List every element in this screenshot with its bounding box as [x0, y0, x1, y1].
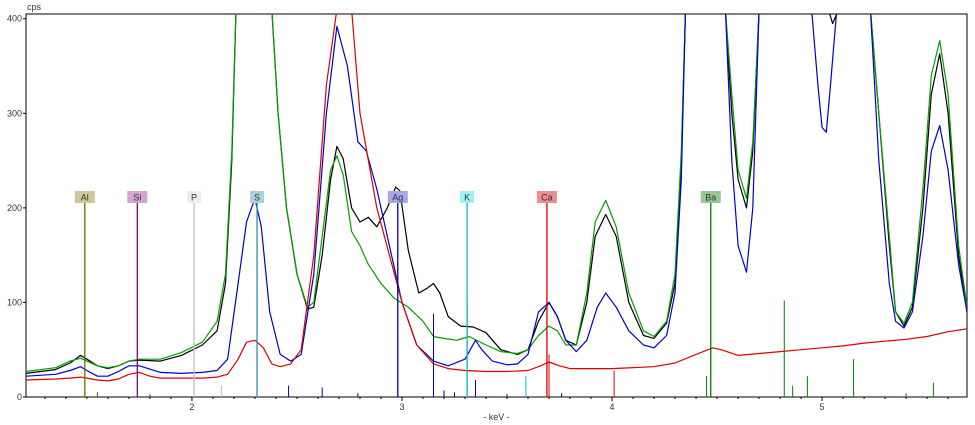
element-marker-p[interactable]: P	[187, 191, 202, 397]
element-marker-label: S	[254, 193, 260, 203]
series-layer	[26, 14, 967, 382]
element-marker-label: Si	[133, 193, 141, 203]
element-marker-label: Ca	[541, 193, 553, 203]
element-marker-label: P	[191, 193, 197, 203]
element-marker-ba[interactable]: Ba	[700, 191, 721, 397]
element-marker-box	[387, 191, 408, 203]
x-tick-label: 4	[610, 402, 615, 412]
peak-lines	[96, 300, 934, 397]
x-tick-label: 2	[189, 402, 194, 412]
element-marker-ag[interactable]: Ag	[387, 191, 408, 397]
element-marker-box	[127, 191, 148, 203]
element-marker-label: Ag	[392, 193, 403, 203]
x-axis-title: - keV -	[483, 412, 510, 422]
y-axis-title: cps	[27, 2, 42, 12]
series-line-4	[26, 14, 967, 382]
element-marker-box	[536, 191, 557, 203]
element-marker-si[interactable]: Si	[127, 191, 148, 397]
series-line-2	[26, 14, 967, 373]
element-marker-label: Ba	[705, 193, 716, 203]
plot-area	[25, 13, 968, 398]
series-line-1	[26, 14, 967, 374]
element-marker-al[interactable]: Al	[74, 191, 95, 397]
element-marker-label: K	[464, 193, 470, 203]
series-line-3	[26, 14, 967, 377]
element-marker-box	[460, 191, 475, 203]
element-marker-label: Al	[81, 193, 89, 203]
element-markers: Al Si P S Ag K Ca Ba	[74, 191, 721, 397]
element-marker-box	[187, 191, 202, 203]
y-tick-label: 0	[17, 392, 22, 402]
element-marker-s[interactable]: S	[250, 191, 265, 397]
x-tick-label: 3	[399, 402, 404, 412]
element-marker-k[interactable]: K	[460, 191, 475, 397]
element-marker-box	[700, 191, 721, 203]
element-marker-box	[250, 191, 265, 203]
x-tick-label: 5	[820, 402, 825, 412]
y-tick-label: 100	[7, 297, 22, 307]
element-marker-box	[74, 191, 95, 203]
element-marker-ca[interactable]: Ca	[536, 191, 557, 397]
y-tick-label: 400	[7, 14, 22, 24]
y-tick-label: 300	[7, 108, 22, 118]
axes: 0 100 200 300 400 2 3 4 5	[7, 14, 949, 412]
y-tick-label: 200	[7, 203, 22, 213]
